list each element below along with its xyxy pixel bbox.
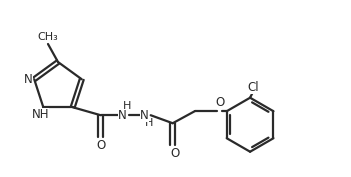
Text: O: O bbox=[170, 147, 179, 160]
Text: CH₃: CH₃ bbox=[38, 32, 58, 42]
Text: Cl: Cl bbox=[247, 81, 259, 94]
Text: O: O bbox=[215, 96, 224, 109]
Text: O: O bbox=[96, 139, 105, 152]
Text: H: H bbox=[145, 118, 153, 128]
Text: N: N bbox=[140, 109, 149, 122]
Text: N: N bbox=[118, 109, 127, 122]
Text: H: H bbox=[122, 101, 131, 111]
Text: NH: NH bbox=[32, 108, 49, 121]
Text: N: N bbox=[24, 73, 33, 86]
